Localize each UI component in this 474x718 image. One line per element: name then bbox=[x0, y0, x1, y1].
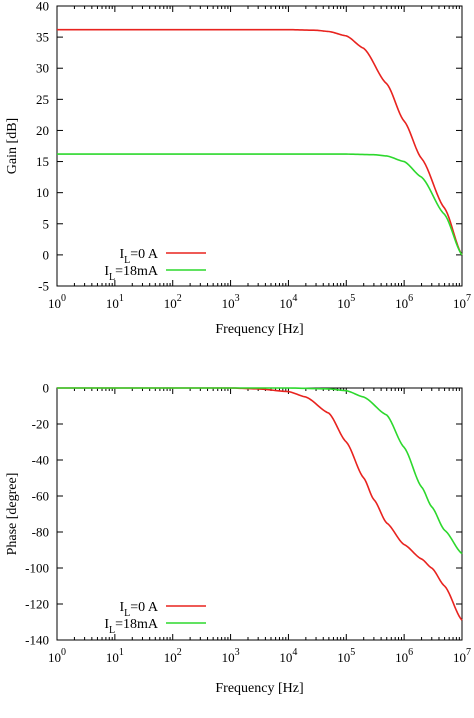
legend-label-2: IL=18mA bbox=[104, 617, 159, 636]
y-tick-label: -40 bbox=[32, 453, 49, 468]
y-tick-label: 35 bbox=[36, 30, 49, 45]
y-tick-label: -100 bbox=[25, 561, 49, 576]
series-line-1 bbox=[57, 28, 463, 256]
x-tick-label: 106 bbox=[395, 647, 413, 665]
x-tick-label: 106 bbox=[395, 293, 413, 311]
x-axis-label: Frequency [Hz] bbox=[215, 322, 303, 337]
legend-label-1: IL=0 A bbox=[119, 600, 158, 619]
x-tick-label: 105 bbox=[337, 647, 355, 665]
x-tick-label: 101 bbox=[106, 647, 124, 665]
y-tick-label: 15 bbox=[36, 154, 49, 169]
legend-label-2: IL=18mA bbox=[104, 264, 159, 283]
plot-frame bbox=[56, 387, 463, 641]
y-tick-label: 0 bbox=[43, 247, 50, 262]
series-line-2 bbox=[57, 387, 463, 555]
y-tick-label: 25 bbox=[36, 92, 49, 107]
x-tick-label: 100 bbox=[48, 293, 66, 311]
series-line-1 bbox=[57, 387, 463, 621]
y-tick-label: 0 bbox=[43, 381, 50, 396]
x-tick-label: 103 bbox=[222, 647, 240, 665]
x-tick-label: 107 bbox=[453, 293, 471, 311]
y-tick-label: -120 bbox=[25, 597, 49, 612]
y-tick-label: 40 bbox=[36, 0, 49, 14]
chart-panel-2: 100 101 102 103 104 105 106 107 -140 -120 -100 -80 -… bbox=[5, 381, 471, 697]
y-tick-label: -60 bbox=[32, 489, 49, 504]
plot-frame bbox=[56, 5, 463, 287]
x-tick-label: 103 bbox=[222, 293, 240, 311]
x-tick-label: 104 bbox=[279, 647, 297, 665]
y-axis-label: Gain [dB] bbox=[5, 118, 20, 174]
y-tick-label: 5 bbox=[43, 216, 50, 231]
x-tick-label: 102 bbox=[164, 293, 182, 311]
x-tick-label: 107 bbox=[453, 647, 471, 665]
y-tick-label: 30 bbox=[36, 61, 49, 76]
y-tick-label: -80 bbox=[32, 525, 49, 540]
y-tick-label: -140 bbox=[25, 633, 49, 648]
x-axis-label: Frequency [Hz] bbox=[215, 681, 303, 696]
y-tick-label: 20 bbox=[36, 123, 49, 138]
y-tick-label: 10 bbox=[36, 185, 49, 200]
x-tick-label: 104 bbox=[279, 293, 297, 311]
x-tick-label: 100 bbox=[48, 647, 66, 665]
x-tick-label: 102 bbox=[164, 647, 182, 665]
x-tick-label: 105 bbox=[337, 293, 355, 311]
y-tick-label: -20 bbox=[32, 417, 49, 432]
y-axis-label: Phase [degree] bbox=[5, 473, 20, 556]
chart-panel-1: 100 101 102 103 104 105 106 107 -5 0 5 10 15 20 25 30 35… bbox=[5, 0, 471, 337]
legend-label-1: IL=0 A bbox=[119, 247, 158, 266]
x-tick-label: 101 bbox=[106, 293, 124, 311]
series-line-2 bbox=[57, 153, 463, 256]
y-tick-label: -5 bbox=[38, 279, 49, 294]
